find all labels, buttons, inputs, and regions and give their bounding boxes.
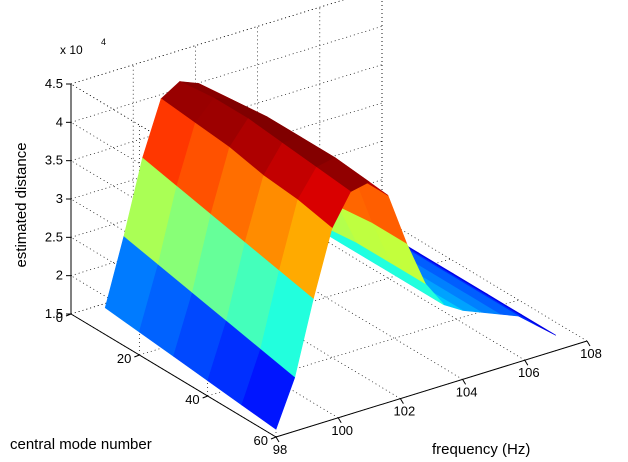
- back-wall-grid-line: [70, 0, 345, 85]
- x-tick-mark: [337, 417, 342, 424]
- y-tick-mark: [270, 436, 277, 440]
- x-tick-mark: [524, 359, 529, 366]
- y-tick-mark: [202, 395, 208, 399]
- x-tick-mark: [462, 379, 467, 385]
- y-tick-mark: [134, 354, 140, 358]
- y-axis-line: [70, 313, 277, 438]
- z-multiplier-label: x 10: [60, 43, 83, 57]
- z-tick-label: 4.5: [45, 76, 63, 91]
- x-tick-label: 102: [394, 404, 416, 419]
- z-tick-label: 3.5: [45, 153, 63, 168]
- x-axis-label: frequency (Hz): [432, 441, 530, 458]
- y-tick-label: 60: [254, 433, 268, 448]
- axis-layer: 98 100 102 104 106 108 0 20 40 60 1.5 2 2.5 3 3.5 4 4.5: [45, 76, 602, 457]
- x-tick-mark: [275, 436, 280, 443]
- x-tick-mark: [399, 398, 404, 404]
- x-tick-label: 108: [580, 346, 602, 361]
- z-axis-label: estimated distance: [13, 142, 30, 267]
- z-multiplier-exponent: 4: [101, 37, 106, 47]
- z-tick-label: 2.5: [45, 229, 63, 244]
- x-tick-label: 106: [518, 365, 540, 380]
- z-tick-label: 3: [56, 191, 63, 206]
- y-tick-label: 20: [117, 351, 131, 366]
- z-tick-label: 4: [56, 114, 63, 129]
- surface-layer: [104, 81, 557, 430]
- x-axis-line: [275, 340, 588, 438]
- y-axis-label: central mode number: [10, 436, 152, 453]
- y-tick-label: 0: [56, 310, 63, 325]
- box-edge: [70, 0, 345, 85]
- surface-patch: [241, 348, 296, 430]
- y-tick-label: 40: [185, 392, 199, 407]
- x-tick-label: 104: [456, 384, 478, 399]
- z-tick-label: 1.5: [45, 306, 63, 321]
- x-tick-mark: [586, 340, 591, 347]
- z-tick-label: 2: [56, 268, 63, 283]
- x-tick-label: 100: [331, 423, 353, 438]
- x-tick-label: 98: [273, 442, 287, 457]
